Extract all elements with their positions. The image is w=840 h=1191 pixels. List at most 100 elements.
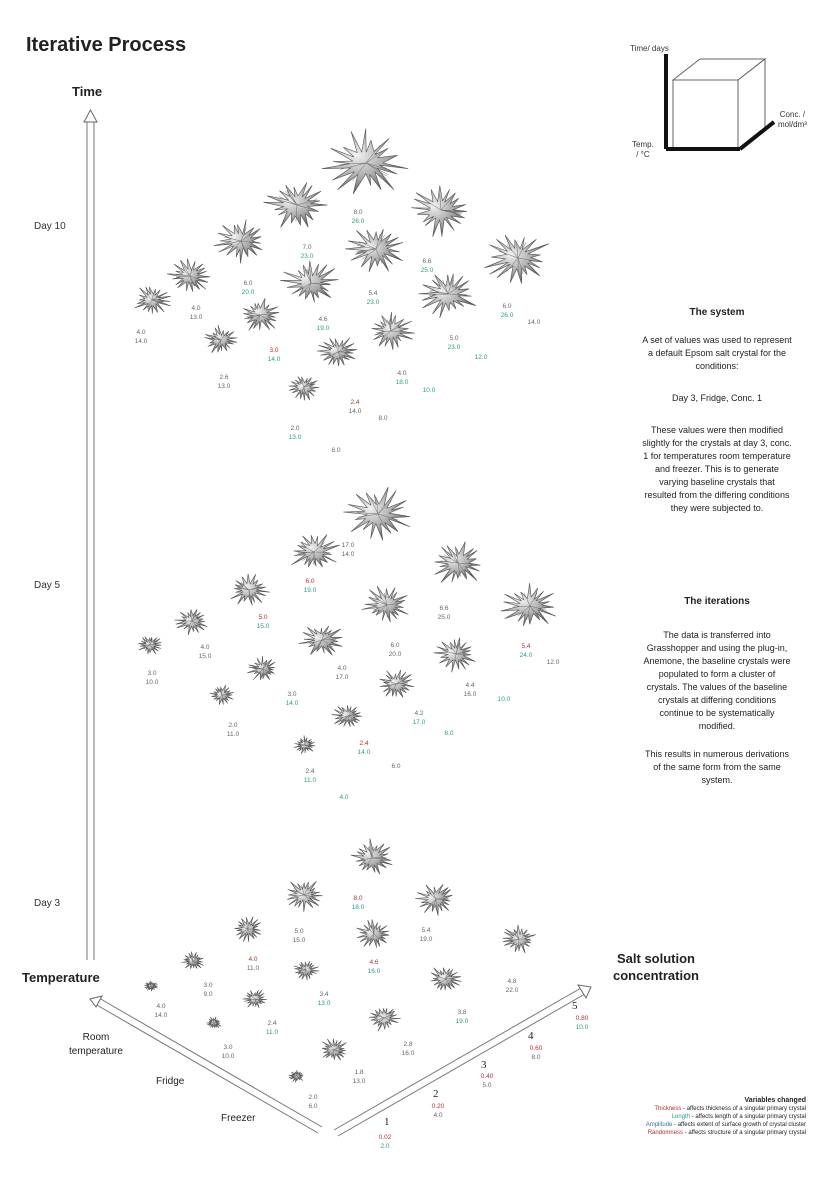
value-top: 4.6: [369, 959, 379, 966]
value-bottom: 6.0: [308, 1103, 318, 1110]
day3-value: 3.4 13.0: [309, 990, 339, 1008]
salt-concentration-label: Salt solution concentration: [613, 950, 699, 984]
crystal-facet: [148, 985, 152, 989]
crystal-facet: [529, 605, 540, 618]
crystal-facet: [305, 963, 307, 971]
room-temperature-label: Room temperature: [60, 1031, 132, 1059]
day10-length-value: 12.0: [474, 354, 488, 361]
crystal-shape: [369, 1007, 401, 1032]
crystal-facet: [304, 269, 312, 284]
crystal-facet: [389, 319, 392, 332]
day3-value: 8.0 18.0: [343, 894, 373, 912]
crystal-facet: [365, 149, 387, 164]
crystal-facet: [149, 644, 155, 651]
value-bottom: 19.0: [303, 587, 317, 594]
crystal-cluster: [280, 260, 339, 303]
legend-row-amplitude: Amplitude - affects extent of surface gr…: [546, 1121, 806, 1129]
crystal-cluster: [242, 989, 267, 1009]
value-top: 2.0: [290, 425, 300, 432]
value-bottom: 10.0: [221, 1053, 235, 1060]
crystal-facet: [356, 248, 377, 253]
crystal-facet: [210, 1022, 215, 1027]
value-bottom: 2.0: [380, 1143, 390, 1150]
value-bottom: 14.0: [267, 356, 281, 363]
day5-length-value: 10.0: [497, 696, 511, 703]
crystal-cluster: [174, 609, 208, 636]
day3-value: 4.8 22.0: [497, 977, 527, 995]
day3-value: 5.0 15.0: [284, 927, 314, 945]
crystal-facet: [337, 349, 351, 353]
crystal-cluster: [321, 1038, 347, 1061]
time-axis-label: Time: [72, 84, 103, 99]
crystal-facet: [428, 898, 437, 908]
value-bottom: 16.0: [367, 968, 381, 975]
crystal-cluster: [288, 376, 320, 401]
crystal-facet: [209, 339, 222, 341]
day3-value: 4.0 14.0: [146, 1002, 176, 1020]
crystal-facet: [253, 668, 264, 670]
crystal-facet: [435, 897, 449, 900]
crystal-facet: [440, 560, 459, 564]
crystal-facet: [376, 497, 379, 515]
crystal-facet: [210, 336, 222, 341]
crystal-facet: [440, 196, 454, 211]
crystal-facet: [224, 240, 242, 245]
crystal-facet: [387, 319, 392, 332]
crystal-facet: [295, 204, 298, 222]
crystal-facet: [151, 290, 155, 301]
crystal-cluster: [206, 1016, 222, 1029]
value-bottom: 19.0: [419, 936, 433, 943]
value-bottom: 17.0: [335, 674, 349, 681]
crystal-facet: [301, 386, 305, 396]
crystal-facet: [329, 1049, 335, 1057]
crystal-facet: [440, 209, 462, 213]
crystal-facet: [247, 928, 252, 937]
crystal-facet: [259, 313, 274, 316]
crystal-facet: [240, 928, 249, 935]
crystal-facet: [248, 587, 262, 591]
crystal-facet: [506, 257, 519, 272]
crystal-facet: [313, 542, 325, 553]
crystal-facet: [529, 593, 538, 607]
crystal-cluster: [433, 637, 476, 673]
crystal-facet: [365, 162, 387, 177]
value-top: 6.6: [422, 258, 432, 265]
crystal-facet: [321, 634, 335, 641]
crystal-facet: [149, 639, 153, 646]
crystal-facet: [291, 894, 305, 898]
cube-conc-line2: mol/dm³: [778, 120, 807, 129]
day5-value: 17.0 14.0: [333, 541, 363, 559]
value-bottom: 11.0: [303, 777, 317, 784]
value-top: 5.4: [521, 643, 531, 650]
crystal-shape: [166, 258, 211, 292]
day5-value: 6.0 19.0: [295, 577, 325, 595]
conc-4-label: 4: [528, 1030, 534, 1042]
value-bottom: 15.0: [292, 937, 306, 944]
crystal-facet: [256, 668, 264, 676]
crystal-facet: [262, 668, 265, 677]
conc-1-label: 1: [384, 1116, 390, 1128]
crystal-cluster: [379, 669, 415, 698]
crystal-facet: [304, 744, 308, 751]
crystal-facet: [378, 594, 388, 606]
value-bottom: 23.0: [300, 253, 314, 260]
day3-value: 4.6 16.0: [359, 958, 389, 976]
value-top: 4.6: [318, 316, 328, 323]
crystal-facet: [371, 857, 387, 860]
crystal-cluster: [293, 960, 320, 981]
legend-row-thickness: Thickness - affects thickness of a singu…: [546, 1105, 806, 1113]
crystal-facet: [192, 957, 199, 962]
crystal-facet: [373, 599, 388, 606]
crystal-cluster: [213, 219, 263, 264]
crystal-facet: [357, 513, 379, 518]
crystal-cluster: [500, 583, 557, 627]
crystal-cluster: [434, 541, 481, 583]
crystal-facet: [376, 1017, 385, 1024]
crystal-facet: [220, 688, 223, 696]
day10-value: 6.6 25.0: [412, 257, 442, 275]
crystal-facet: [183, 265, 191, 277]
crystal-facet: [247, 921, 250, 930]
crystal-facet: [371, 846, 375, 859]
crystal-shape: [415, 884, 453, 916]
crystal-facet: [390, 322, 402, 332]
